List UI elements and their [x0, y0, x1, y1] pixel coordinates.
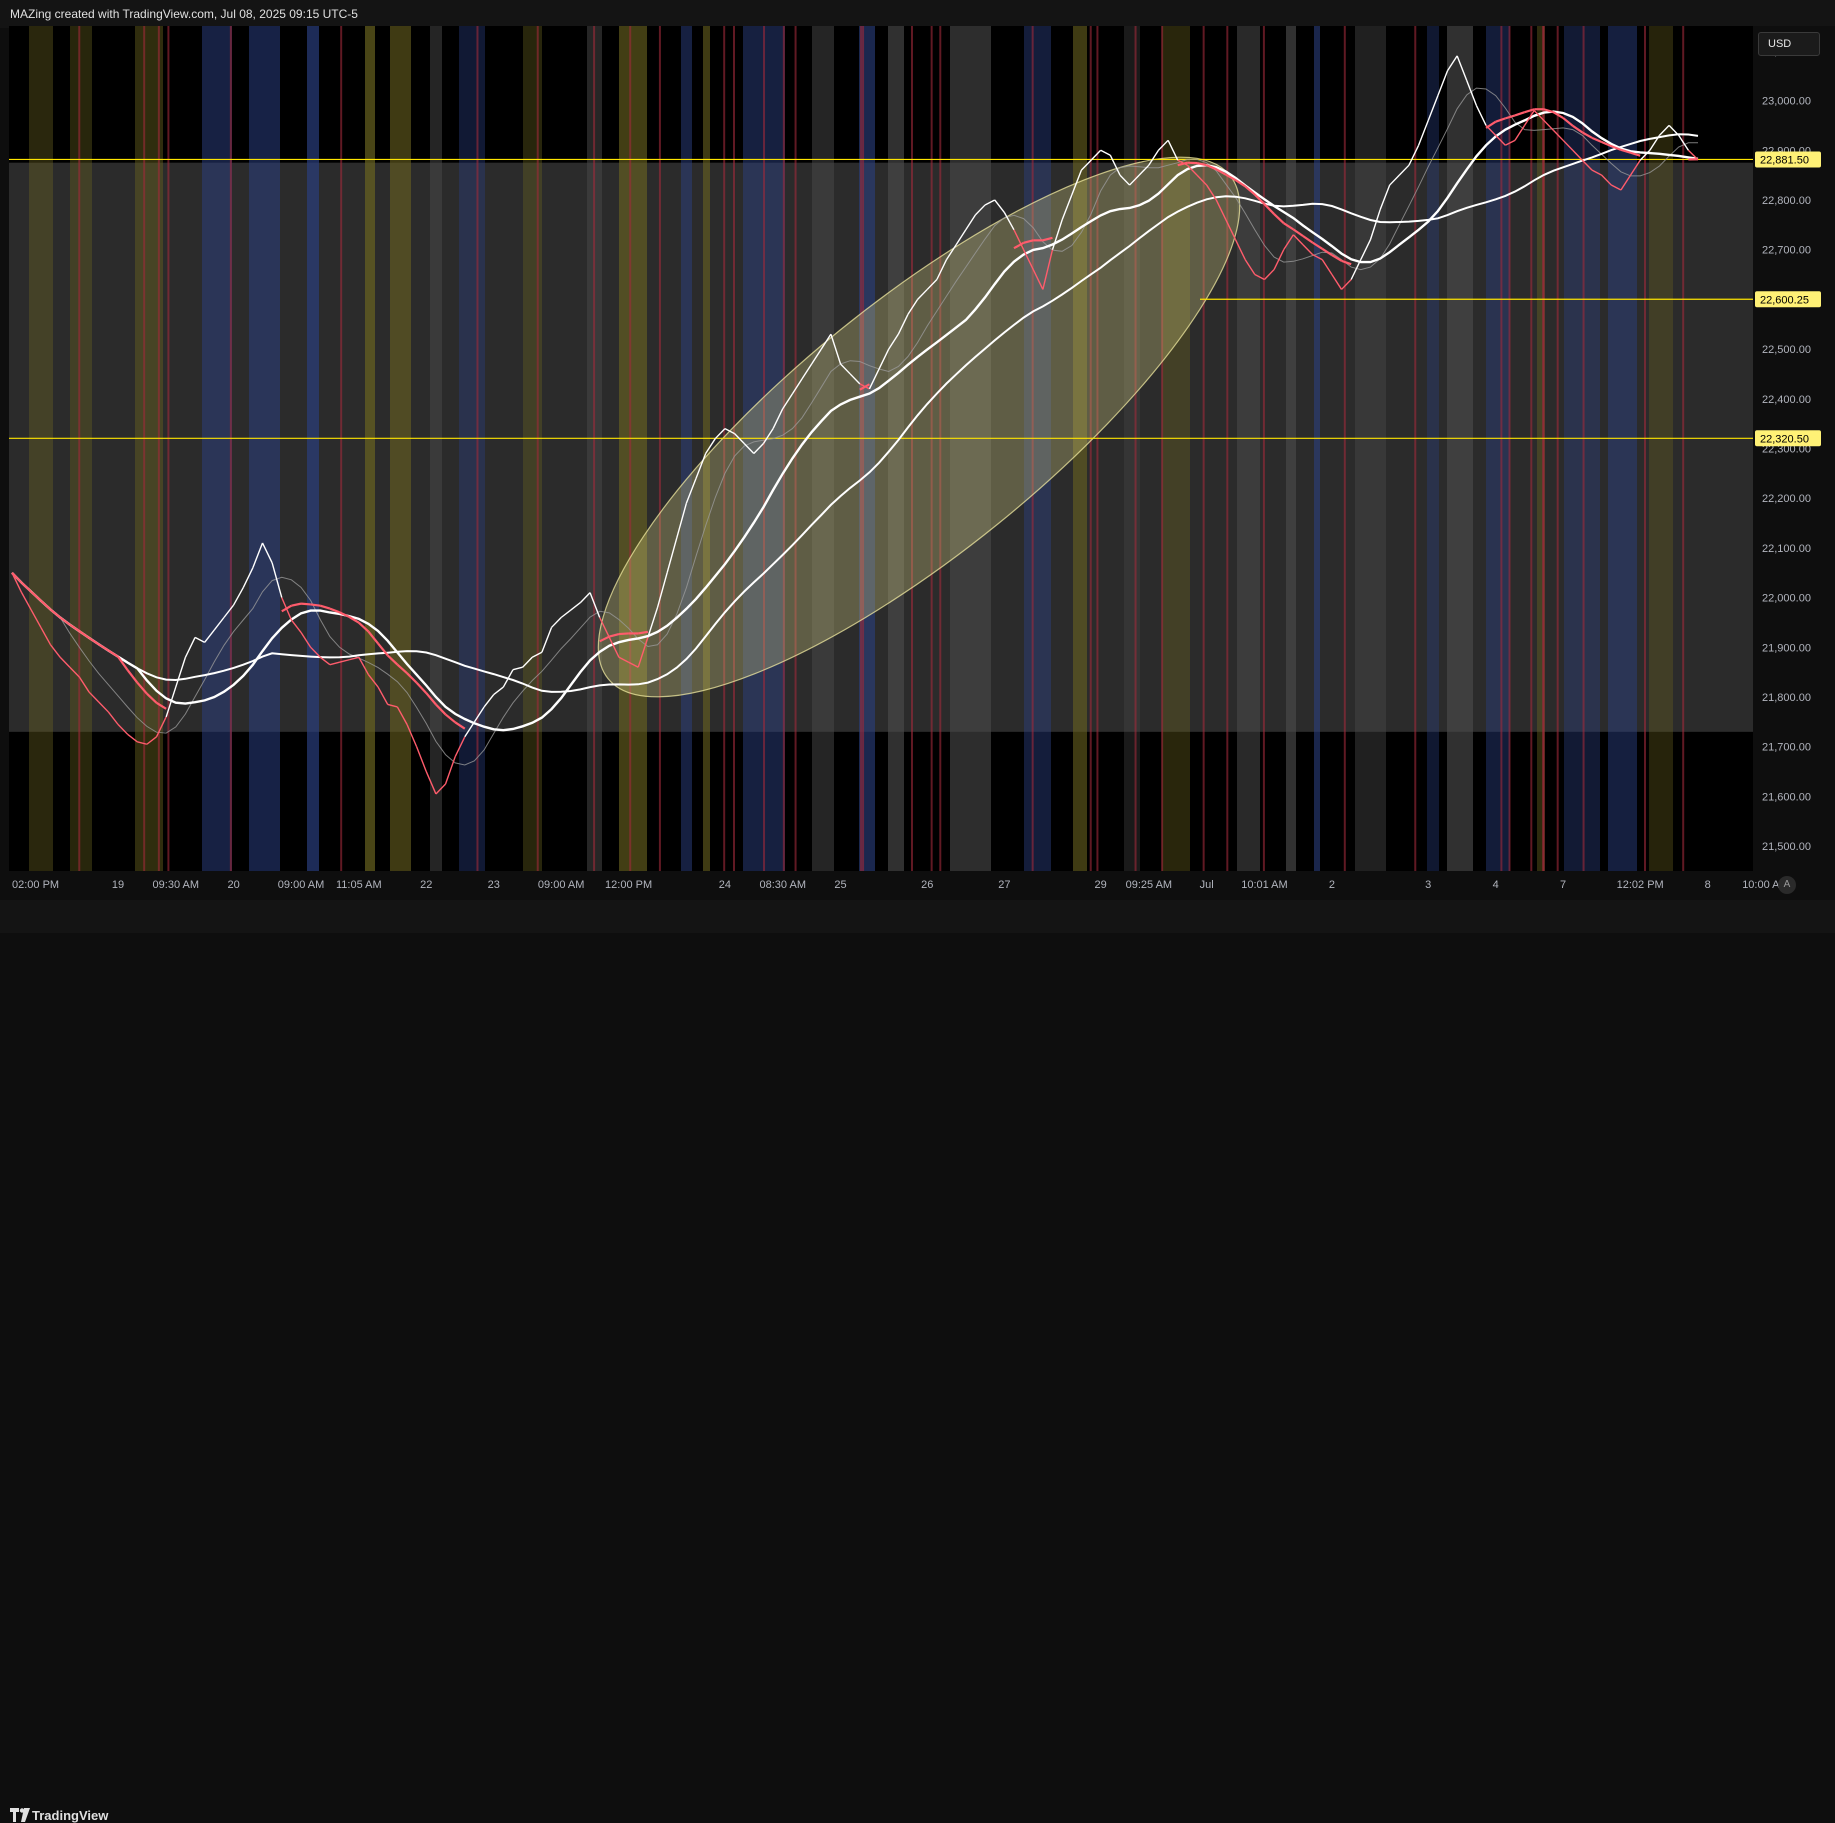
time-tick-label: 23: [488, 879, 500, 891]
price-tick-label: 22,400.00: [1762, 394, 1811, 406]
session-marker: [1682, 26, 1684, 871]
price-tick-label: 21,800.00: [1762, 692, 1811, 704]
session-marker: [537, 26, 539, 871]
price-tick-label: 21,900.00: [1762, 642, 1811, 654]
session-band: [619, 26, 647, 871]
session-band: [459, 26, 485, 871]
session-band: [1162, 26, 1190, 871]
session-band: [307, 26, 319, 871]
price-tick-label: 21,700.00: [1762, 742, 1811, 754]
session-marker: [1500, 26, 1502, 871]
session-marker: [476, 26, 478, 871]
session-band: [365, 26, 375, 871]
time-tick-label: 09:00 AM: [538, 879, 584, 891]
price-tick-label: 21,600.00: [1762, 791, 1811, 803]
time-tick-label: 8: [1705, 879, 1711, 891]
session-band: [1564, 26, 1600, 871]
session-marker: [1263, 26, 1265, 871]
time-tick-label: 20: [227, 879, 239, 891]
price-tick-label: 22,800.00: [1762, 195, 1811, 207]
session-marker: [158, 26, 160, 871]
time-tick-label: 7: [1560, 879, 1566, 891]
session-marker: [1557, 26, 1559, 871]
session-band: [1447, 26, 1473, 871]
session-band: [1286, 26, 1296, 871]
chart-footer: TradingView: [0, 900, 1835, 933]
session-marker: [1090, 26, 1092, 871]
session-band: [1314, 26, 1320, 871]
time-tick-label: 10:01 AM: [1241, 879, 1287, 891]
session-band: [202, 26, 232, 871]
time-tick-label: 09:25 AM: [1126, 879, 1172, 891]
session-marker: [78, 26, 80, 871]
price-level-label: 22,881.50: [1760, 154, 1809, 166]
time-tick-label: 12:02 PM: [1617, 879, 1664, 891]
session-band: [390, 26, 411, 871]
time-tick-label: 26: [921, 879, 933, 891]
auto-scale-button[interactable]: A: [1778, 876, 1796, 894]
time-tick-label: 09:30 AM: [153, 879, 199, 891]
session-marker: [629, 26, 631, 871]
time-tick-label: 3: [1425, 879, 1431, 891]
session-band: [249, 26, 280, 871]
session-marker: [593, 26, 595, 871]
currency-button[interactable]: USD: [1758, 32, 1820, 56]
time-tick-label: 19: [112, 879, 124, 891]
session-band: [1427, 26, 1439, 871]
session-band: [523, 26, 542, 871]
session-marker: [230, 26, 232, 871]
price-tick-label: 22,500.00: [1762, 344, 1811, 356]
time-tick-label: 2: [1329, 879, 1335, 891]
session-band: [1355, 26, 1386, 871]
time-tick-label: 29: [1095, 879, 1107, 891]
price-tick-label: 22,200.00: [1762, 493, 1811, 505]
session-marker: [340, 26, 342, 871]
price-tick-label: 23,000.00: [1762, 96, 1811, 108]
brand-name: TradingView: [32, 1808, 108, 1823]
session-marker: [1530, 26, 1532, 871]
time-tick-label: 12:00 PM: [605, 879, 652, 891]
session-band: [70, 26, 92, 871]
price-tick-label: 22,700.00: [1762, 245, 1811, 257]
session-marker: [1226, 26, 1228, 871]
session-band: [1237, 26, 1260, 871]
price-level-label: 22,600.25: [1760, 294, 1809, 306]
time-tick-label: 24: [719, 879, 731, 891]
session-band: [1486, 26, 1510, 871]
time-tick-label: 27: [998, 879, 1010, 891]
session-band: [29, 26, 53, 871]
tradingview-logo-icon: [10, 1808, 32, 1822]
session-marker: [659, 26, 661, 871]
time-tick-label: 4: [1493, 879, 1499, 891]
price-level-label: 22,320.50: [1760, 433, 1809, 445]
ma-red-segment: [619, 633, 629, 634]
session-band: [430, 26, 442, 871]
price-chart[interactable]: 21,500.00 21,600.00 21,700.00 21,800.00 21,9…: [0, 0, 1835, 933]
time-tick-label: Jul: [1200, 879, 1214, 891]
ma-red-segment: [311, 604, 321, 605]
session-marker: [1135, 26, 1137, 871]
session-marker: [1543, 26, 1545, 871]
price-tick-label: 22,100.00: [1762, 543, 1811, 555]
price-axis: 21,500.00 21,600.00 21,700.00 21,800.00 21,9…: [1753, 26, 1835, 901]
session-marker: [1203, 26, 1205, 871]
time-tick-label: 09:00 AM: [278, 879, 324, 891]
time-tick-label: 08:30 AM: [760, 879, 806, 891]
session-marker: [167, 26, 169, 871]
price-tick-label: 22,000.00: [1762, 593, 1811, 605]
session-band: [681, 26, 692, 871]
time-tick-label: 22: [420, 879, 432, 891]
session-marker: [1344, 26, 1346, 871]
session-marker: [1583, 26, 1585, 871]
ma-red-segment: [301, 604, 311, 605]
session-band: [1124, 26, 1140, 871]
time-tick-label: 02:00 PM: [12, 879, 59, 891]
time-tick-label: 25: [834, 879, 846, 891]
time-tick-label: 11:05 AM: [336, 879, 382, 891]
session-marker: [1509, 26, 1511, 871]
price-tick-label: 21,500.00: [1762, 841, 1811, 853]
session-marker: [1161, 26, 1163, 871]
